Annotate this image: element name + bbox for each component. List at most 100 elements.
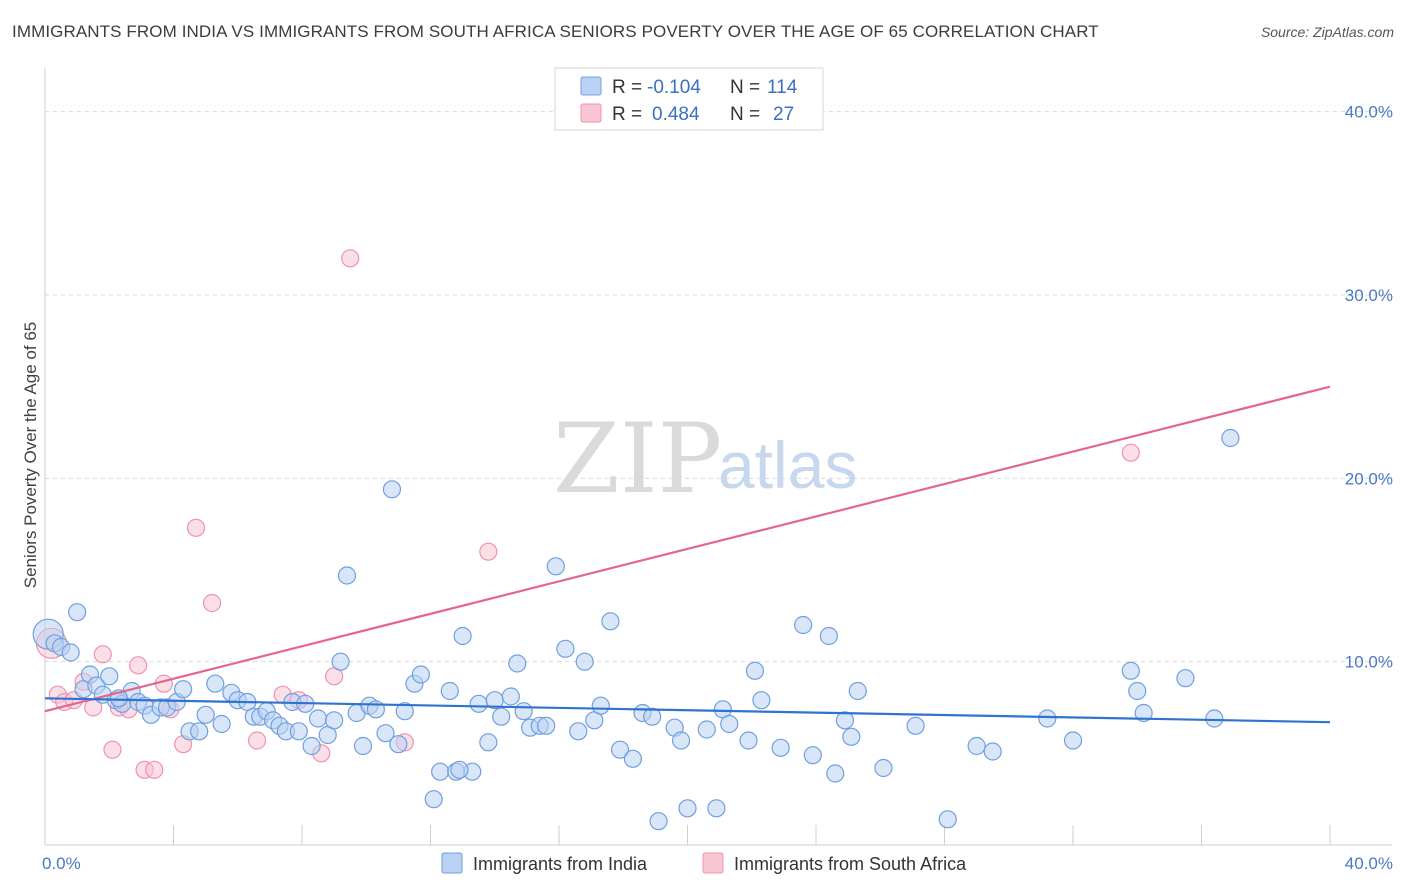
india-point xyxy=(376,724,395,743)
south-africa-point xyxy=(93,645,112,664)
india-point xyxy=(1121,661,1140,680)
india-point xyxy=(537,716,556,735)
south-africa-point xyxy=(247,731,267,750)
legend-r-value-south-africa: 0.484 xyxy=(652,104,700,125)
india-point xyxy=(353,736,373,756)
india-point xyxy=(302,736,321,756)
india-point xyxy=(707,799,726,818)
india-point xyxy=(100,667,119,686)
india-point xyxy=(803,746,822,765)
india-point xyxy=(575,652,594,671)
india-point xyxy=(450,760,469,779)
y-tick-label-40: 40.0% xyxy=(1345,103,1393,122)
india-point xyxy=(1063,731,1083,750)
watermark-atlas: atlas xyxy=(718,428,857,502)
india-point xyxy=(1205,709,1224,728)
y-tick-label-10: 10.0% xyxy=(1345,653,1393,672)
india-point xyxy=(508,654,527,673)
y-tick-label-20: 20.0% xyxy=(1345,469,1393,488)
x-tick-label-min: 0.0% xyxy=(42,854,81,873)
legend-n-label-india: N = xyxy=(730,77,760,98)
india-point xyxy=(395,702,414,721)
india-point xyxy=(835,711,855,730)
india-point xyxy=(453,626,472,646)
india-point xyxy=(61,643,80,662)
india-point xyxy=(794,615,813,635)
india-point xyxy=(906,716,925,735)
india-point xyxy=(479,733,498,752)
india-point xyxy=(842,727,861,746)
series-legend: Immigrants from India Immigrants from So… xyxy=(441,852,967,874)
watermark-zip: ZIP xyxy=(553,403,722,515)
india-point xyxy=(382,480,402,499)
india-point xyxy=(337,566,357,585)
trend-lines xyxy=(44,385,1331,724)
india-point xyxy=(745,661,765,680)
india-point xyxy=(938,810,957,829)
axes xyxy=(44,68,1392,846)
india-point xyxy=(874,758,893,778)
watermark: ZIP atlas xyxy=(553,403,857,515)
india-point xyxy=(1128,681,1147,701)
india-point xyxy=(569,722,588,741)
india-point xyxy=(190,722,209,741)
chart-title: IMMIGRANTS FROM INDIA VS IMMIGRANTS FROM… xyxy=(12,22,1099,41)
india-point xyxy=(556,639,575,658)
india-point xyxy=(174,680,193,699)
india-point xyxy=(308,709,328,728)
india-point xyxy=(212,714,231,734)
bottom-legend-swatch-india xyxy=(441,852,463,874)
south-africa-point xyxy=(186,518,206,537)
correlation-legend: R = -0.104 N = 114 R = 0.484 N = 27 xyxy=(554,67,824,131)
legend-r-label-south-africa: R = xyxy=(612,104,642,125)
bottom-legend-label-india: Immigrants from India xyxy=(473,854,648,874)
india-point xyxy=(514,702,533,721)
india-point xyxy=(649,812,668,831)
grid-lines xyxy=(45,111,1392,663)
india-point xyxy=(697,720,716,739)
legend-r-label-india: R = xyxy=(612,77,642,98)
south-africa-point xyxy=(145,760,164,779)
bottom-legend-label-south-africa: Immigrants from South Africa xyxy=(734,854,967,874)
india-point xyxy=(848,681,867,701)
india-point xyxy=(967,736,986,756)
india-point xyxy=(424,790,443,809)
trend-line-south-africa xyxy=(44,385,1331,713)
india-point xyxy=(1221,428,1240,448)
series-india-points xyxy=(32,428,1240,831)
india-point xyxy=(431,762,450,781)
india-point xyxy=(610,740,630,759)
south-africa-point xyxy=(129,656,148,675)
india-point xyxy=(591,696,610,715)
source-credit: Source: ZipAtlas.com xyxy=(1260,24,1394,40)
south-africa-point xyxy=(341,249,360,268)
india-point xyxy=(196,705,215,724)
india-point xyxy=(546,557,565,576)
india-point xyxy=(826,764,845,783)
india-point xyxy=(671,731,691,750)
bottom-legend-swatch-south-africa xyxy=(702,852,724,874)
legend-n-value-south-africa: 27 xyxy=(773,104,794,125)
x-tick-labels: 0.0% 40.0% xyxy=(42,854,1393,873)
india-point xyxy=(678,799,697,818)
india-point xyxy=(325,711,344,730)
south-africa-point xyxy=(479,542,498,561)
south-africa-point xyxy=(202,593,222,613)
india-point xyxy=(331,652,350,671)
india-point xyxy=(68,603,87,622)
india-point xyxy=(289,722,308,741)
india-point xyxy=(601,612,620,631)
india-point xyxy=(1176,669,1195,688)
india-point xyxy=(411,665,430,684)
india-point xyxy=(623,749,642,768)
india-point xyxy=(739,731,758,750)
legend-n-label-south-africa: N = xyxy=(730,104,760,125)
india-point xyxy=(643,707,662,726)
india-point xyxy=(206,674,225,693)
india-point xyxy=(469,694,488,713)
south-africa-point xyxy=(1121,443,1140,462)
india-point xyxy=(501,687,520,706)
india-point xyxy=(983,742,1002,761)
india-point xyxy=(440,681,459,701)
